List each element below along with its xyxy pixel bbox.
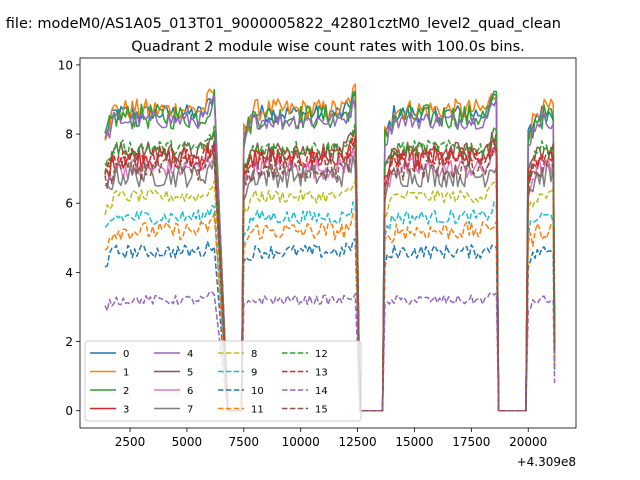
y-tick-label: 0 bbox=[65, 404, 73, 418]
legend-box bbox=[84, 340, 362, 422]
legend-label-11: 11 bbox=[251, 405, 264, 416]
y-axis: 0 2 4 6 8 10 bbox=[58, 58, 80, 418]
x-tick-label: 17500 bbox=[452, 435, 490, 449]
legend-label-7: 7 bbox=[187, 405, 193, 416]
series-line-15 bbox=[104, 142, 556, 412]
x-tick-label: 20000 bbox=[509, 435, 547, 449]
series-line-11 bbox=[104, 212, 556, 412]
x-offset-label: +4.309e8 bbox=[517, 455, 576, 469]
x-tick-label: 12500 bbox=[338, 435, 376, 449]
series-line-9 bbox=[104, 201, 556, 412]
legend-label-1: 1 bbox=[123, 368, 129, 379]
legend-label-2: 2 bbox=[123, 386, 129, 397]
legend-label-15: 15 bbox=[315, 405, 328, 416]
legend-label-14: 14 bbox=[315, 386, 328, 397]
x-tick-label: 5000 bbox=[172, 435, 203, 449]
legend-label-8: 8 bbox=[251, 349, 257, 360]
series-line-8 bbox=[104, 179, 556, 412]
legend-label-4: 4 bbox=[187, 349, 193, 360]
y-tick-label: 4 bbox=[65, 266, 73, 280]
x-tick-label: 2500 bbox=[115, 435, 146, 449]
x-tick-label: 7500 bbox=[229, 435, 260, 449]
series-line-10 bbox=[104, 238, 556, 412]
legend-label-6: 6 bbox=[187, 386, 193, 397]
series-line-14 bbox=[104, 290, 556, 412]
y-tick-label: 6 bbox=[65, 197, 73, 211]
x-tick-label: 10000 bbox=[282, 435, 320, 449]
series-line-4 bbox=[104, 94, 556, 412]
x-axis: 2500 5000 7500 10000 12500 15000 17500 20000 bbox=[115, 428, 547, 449]
chart-title: Quadrant 2 module wise count rates with … bbox=[131, 39, 525, 55]
y-tick-label: 10 bbox=[58, 58, 73, 72]
legend-label-5: 5 bbox=[187, 368, 193, 379]
y-tick-label: 8 bbox=[65, 128, 73, 142]
y-tick-label: 2 bbox=[65, 335, 73, 349]
series-line-7 bbox=[104, 150, 556, 412]
plot-frame bbox=[79, 57, 577, 429]
x-tick-label: 15000 bbox=[395, 435, 433, 449]
chart-suptitle: n file: modeM0/AS1A05_013T01_9000005822_… bbox=[0, 16, 561, 32]
series-line-1 bbox=[104, 83, 556, 412]
legend-label-13: 13 bbox=[315, 368, 328, 379]
series-line-12 bbox=[104, 123, 556, 412]
legend-label-10: 10 bbox=[251, 386, 264, 397]
legend-label-9: 9 bbox=[251, 368, 257, 379]
legend-label-0: 0 bbox=[123, 349, 129, 360]
series-layer bbox=[104, 83, 556, 412]
legend-label-12: 12 bbox=[315, 349, 328, 360]
legend-label-3: 3 bbox=[123, 405, 129, 416]
